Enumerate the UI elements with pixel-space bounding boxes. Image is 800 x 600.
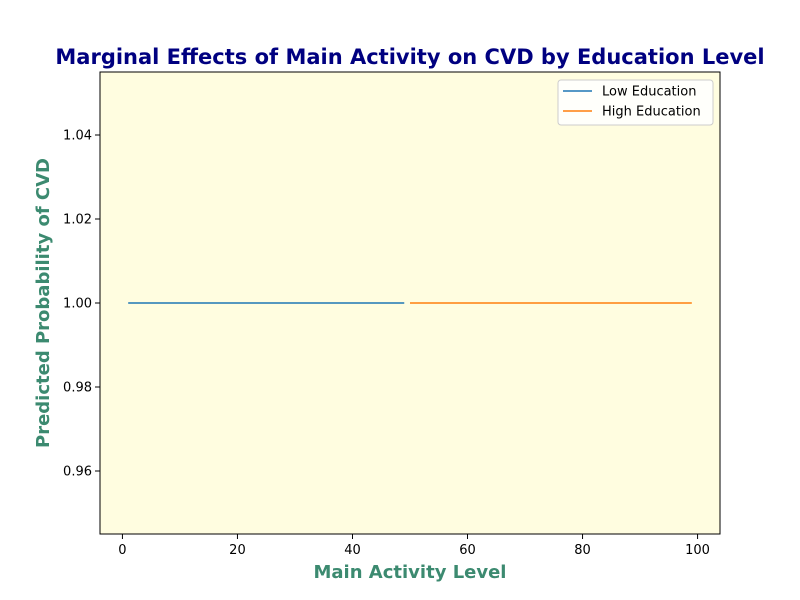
y-tick-label: 1.02 <box>63 213 92 228</box>
y-tick-label: 1.00 <box>63 297 92 312</box>
x-tick-label: 40 <box>344 543 361 558</box>
x-tick-label: 100 <box>685 543 710 558</box>
plot-frame <box>99 71 721 535</box>
legend-box <box>557 79 714 126</box>
x-axis-ticks: 0 20 40 60 80 100 <box>118 534 710 558</box>
x-tick-label: 0 <box>118 543 126 558</box>
chart-title: Marginal Effects of Main Activity on CVD… <box>55 45 764 69</box>
y-tick-label: 0.96 <box>63 465 92 480</box>
x-tick-label: 60 <box>459 543 476 558</box>
legend-label-1: Low Education <box>602 85 696 100</box>
y-tick-label: 0.98 <box>63 381 92 396</box>
x-axis-label: Main Activity Level <box>314 562 507 583</box>
legend-label-2: High Education <box>602 105 701 120</box>
y-tick-label: 1.04 <box>63 129 92 144</box>
legend: Low Education High Education <box>557 79 714 126</box>
x-tick-label: 20 <box>229 543 246 558</box>
x-tick-label: 80 <box>574 543 591 558</box>
y-axis-ticks: 0.96 0.98 1.00 1.02 1.04 <box>63 129 100 480</box>
y-axis-label: Predicted Probability of CVD <box>33 158 54 448</box>
